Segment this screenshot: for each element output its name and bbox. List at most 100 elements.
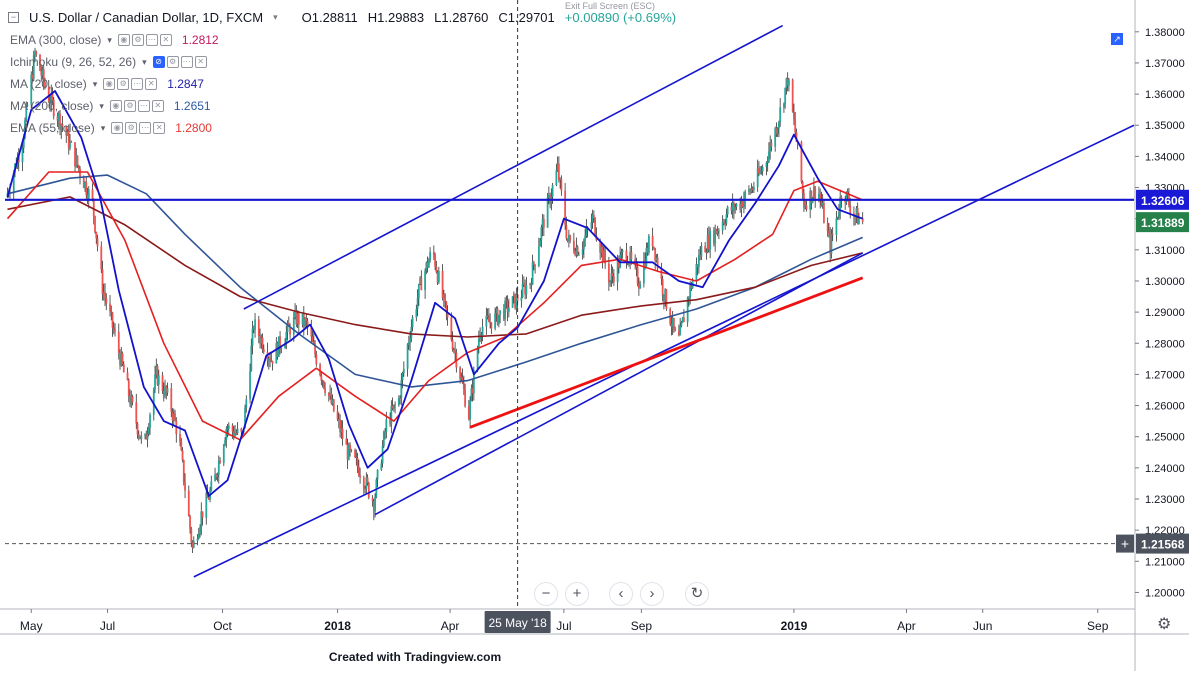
candle-body [385,419,388,432]
candle-body [340,428,343,433]
indicator-buttons[interactable]: ◉ ⚙ ⋯ ✕ [111,122,166,134]
gear-icon[interactable]: ⚙ [123,100,136,112]
chevron-down-icon[interactable]: ▾ [142,56,147,67]
candle-body [215,474,218,477]
candle-body [525,285,528,295]
more-icon[interactable]: ⋯ [145,34,158,46]
gear-icon[interactable]: ⚙ [117,78,130,90]
indicator-buttons[interactable]: ◉ ⚙ ⋯ ✕ [103,78,158,90]
candle-body [831,234,834,235]
candle-body [131,396,134,403]
candle-body [534,264,537,266]
candle-body [105,297,108,304]
candle-body [341,428,344,439]
exit-fullscreen-hint[interactable]: Exit Full Screen (ESC) [565,1,656,11]
candle-body [681,317,684,323]
zoom-in-button[interactable]: + [565,582,589,606]
candle-body [61,124,64,127]
candle-body [679,325,682,336]
candle-body [452,349,455,351]
candle-body [390,406,393,425]
candle-body [699,255,702,257]
candle-body [748,189,750,192]
gear-icon[interactable]: ⚙ [125,122,138,134]
candle-body [277,336,280,357]
candle-body [180,442,183,451]
scale-mode-icon[interactable]: ↗ [1111,33,1123,45]
candle-body [427,260,430,268]
collapse-icon[interactable]: − [8,11,19,23]
close-icon[interactable]: ✕ [145,78,158,90]
chevron-down-icon[interactable]: ▾ [100,122,106,133]
candle-body [410,327,413,339]
eye-icon[interactable]: ◉ [103,78,116,90]
candle-body [380,463,383,470]
gear-icon[interactable]: ⚙ [131,34,144,46]
indicator-buttons[interactable]: ◉ ⚙ ⋯ ✕ [117,34,172,46]
more-icon[interactable]: ⋯ [131,78,144,90]
candle-body [758,168,760,174]
x-tick-label: 2019 [781,619,808,633]
candle-body [739,203,742,210]
scroll-left-button[interactable]: ‹ [609,582,633,606]
candle-body [529,283,532,286]
scroll-right-button[interactable]: › [640,582,664,606]
candle-body [240,428,243,432]
candle-body [716,230,719,234]
indicator-ma20[interactable]: MA (20, close) ▾ ◉ ⚙ ⋯ ✕ 1.2847 [10,75,204,93]
close-icon[interactable]: ✕ [151,100,164,112]
candle-body [310,327,313,337]
candle-body [26,105,29,106]
indicator-buttons[interactable]: ◉ ⚙ ⋯ ✕ [109,100,164,112]
hidden-eye-icon[interactable]: ⊘ [152,56,165,68]
candle-body [575,246,578,256]
candle-body [87,189,90,200]
candle-body [813,186,815,198]
candle-body [546,197,549,228]
indicator-ma200[interactable]: MA (200, close) ▾ ◉ ⚙ ⋯ ✕ 1.2651 [10,97,211,115]
reset-chart-button[interactable]: ↻ [685,582,709,606]
candle-body [486,315,489,318]
eye-icon[interactable]: ◉ [111,122,124,134]
chevron-down-icon[interactable]: ▾ [99,100,104,111]
settings-gear-icon[interactable]: ⚙ [1157,616,1172,633]
candle-body [69,142,71,149]
indicator-buttons[interactable]: ⊘ ⚙ ⋯ ✕ [152,56,207,68]
close-icon[interactable]: ✕ [194,56,207,68]
indicator-ema300[interactable]: EMA (300, close) ▾ ◉ ⚙ ⋯ ✕ 1.2812 [10,31,219,49]
candle-body [654,248,657,261]
indicator-ema55[interactable]: EMA (55, close) ▾ ◉ ⚙ ⋯ ✕ 1.2800 [10,119,212,137]
chevron-down-icon[interactable]: ▾ [92,78,98,89]
eye-icon[interactable]: ◉ [109,100,122,112]
candle-body [327,392,330,397]
candle-body [30,74,33,106]
candle-body [800,141,803,182]
indicator-ichimoku[interactable]: Ichimoku (9, 26, 52, 26) ▾ ⊘ ⚙ ⋯ ✕ [10,53,207,71]
candle-body [306,320,309,328]
more-icon[interactable]: ⋯ [137,100,150,112]
symbol-title[interactable]: U.S. Dollar / Canadian Dollar, 1D, FXCM [29,9,264,25]
more-icon[interactable]: ⋯ [180,56,193,68]
candle-body [292,317,295,335]
candle-body [389,419,391,425]
candle-body [171,411,174,421]
candle-body [56,116,59,121]
candle-body [627,263,630,265]
candle-body [311,336,314,342]
candle-body [611,273,614,277]
close-icon[interactable]: ✕ [159,34,172,46]
zoom-out-button[interactable]: − [534,582,558,606]
candle-body [765,162,768,168]
eye-icon[interactable]: ◉ [117,34,130,46]
candle-body [181,450,184,461]
more-icon[interactable]: ⋯ [139,122,152,134]
candle-body [761,167,764,172]
candle-body [402,368,405,373]
chevron-down-icon[interactable]: ▾ [273,11,278,22]
indicator-label: EMA (300, close) [10,33,102,47]
gear-icon[interactable]: ⚙ [166,56,179,68]
chevron-down-icon[interactable]: ▾ [107,34,112,45]
close-icon[interactable]: ✕ [153,122,166,134]
candle-body [21,147,24,163]
